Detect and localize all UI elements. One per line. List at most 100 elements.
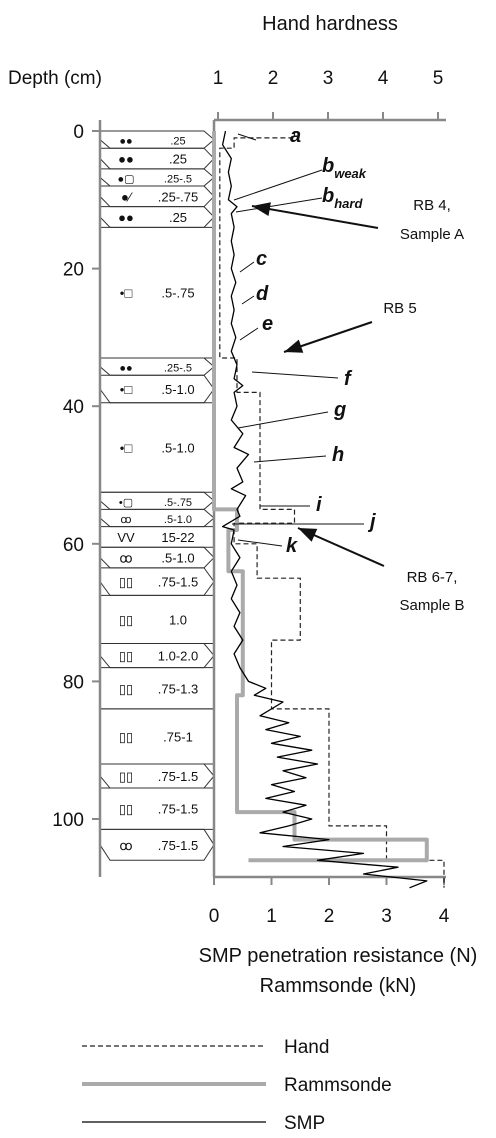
grain-shape-symbols: ●▢	[117, 173, 134, 185]
leader-line	[235, 197, 323, 213]
grain-shape-symbols: ●●	[119, 363, 132, 375]
bottom-tick-label: 3	[381, 906, 392, 927]
series-line-rammsonde	[212, 131, 429, 863]
grain-layer: VV 15-22	[100, 526, 214, 548]
annotation-letter: j	[367, 511, 376, 533]
grain-layer: ●● .25	[99, 130, 215, 149]
top-tick-label: 1	[213, 68, 224, 89]
grain-layer: ▯▯ .75-1.5	[100, 787, 214, 830]
grain-shape-symbols: ●●	[118, 152, 134, 167]
series-line-smp	[221, 130, 428, 889]
annotation-letter: f	[344, 368, 353, 390]
grain-shape-symbols: •▢	[119, 497, 133, 509]
top-tick-label: 2	[268, 68, 279, 89]
grain-size-label: .25	[169, 152, 187, 167]
grain-shape-symbols: ▯▯	[119, 612, 133, 627]
depth-tick-label: 40	[63, 397, 84, 418]
arrow-label: RB 4,	[413, 197, 451, 214]
grain-shape-symbols: •□	[120, 440, 133, 455]
leader-line	[253, 455, 327, 463]
annotation-letter: a	[290, 125, 301, 147]
grain-size-label: 1.0-2.0	[158, 649, 198, 664]
depth-tick-label: 100	[52, 810, 84, 831]
layer-outline	[99, 357, 215, 376]
bottom-tick-label: 4	[439, 906, 450, 927]
series-line-hand	[219, 131, 445, 888]
grain-layer: ꝏ .5-1.0	[99, 546, 215, 569]
grain-size-label: .75-1.5	[158, 802, 198, 817]
grain-layer: ●● .25	[99, 147, 215, 170]
arrow-head	[252, 202, 271, 216]
grain-layer: •▢ .5-.75	[99, 491, 215, 510]
leader-line	[233, 169, 323, 201]
grain-size-label: .75-1.5	[158, 838, 198, 853]
top-tick-label: 3	[323, 68, 334, 89]
layer-outline	[99, 147, 215, 170]
grain-size-label: .25-.5	[164, 363, 192, 375]
grain-size-label: .75-1	[163, 729, 193, 744]
annotation-i: i	[260, 494, 322, 516]
annotation-letter: bweak	[322, 155, 367, 181]
grain-size-label: .5-.75	[164, 497, 192, 509]
annotation-d: d	[241, 283, 269, 305]
leader-line	[237, 133, 257, 141]
leader-line	[237, 539, 283, 547]
grain-shape-symbols: ●●	[118, 210, 134, 225]
grain-size-label: .75-1.3	[158, 681, 198, 696]
grain-shape-symbols: VV	[117, 530, 135, 545]
leader-line	[239, 327, 259, 341]
annotation-letter: g	[333, 399, 346, 421]
depth-tick-label: 80	[63, 672, 84, 693]
grain-size-label: .25-.5	[164, 173, 192, 185]
annotation-letter: h	[332, 444, 344, 466]
grain-layer: •□ .5-1.0	[100, 402, 214, 493]
grain-size-label: .5-1.0	[161, 440, 194, 455]
annotation-j: j	[232, 511, 376, 533]
arrow-label-line2: Sample B	[399, 597, 464, 614]
grain-size-label: .75-1.5	[158, 575, 198, 590]
arrow-label: RB 5	[383, 300, 416, 317]
grain-shape-symbols: ▯▯	[119, 769, 133, 784]
bottom-axis-title: SMP penetration resistance (N)	[199, 945, 478, 967]
grain-size-label: 1.0	[169, 612, 187, 627]
bottom-tick-label: 1	[266, 906, 277, 927]
annotation-f: f	[251, 368, 353, 390]
grain-size-label: .25-.75	[158, 189, 198, 204]
depth-axis-title: Depth (cm)	[8, 68, 102, 89]
grain-layer: ▯▯ .75-1.5	[99, 567, 215, 596]
grain-layer: •□ .5-.75	[100, 226, 214, 359]
layer-outline	[99, 130, 215, 149]
legend-label: SMP	[284, 1113, 325, 1134]
sample-arrow: RB 4, Sample A	[251, 197, 464, 243]
annotation-letter: k	[286, 535, 298, 557]
annotation-a: a	[237, 125, 301, 147]
legend: Hand Rammsonde SMP	[82, 1037, 392, 1134]
depth-tick-label: 60	[63, 535, 84, 556]
grain-layer: ꝏ .75-1.5	[99, 828, 215, 861]
grain-layer: •□ .5-1.0	[99, 374, 215, 404]
legend-entry: SMP	[82, 1113, 325, 1134]
grain-shape-symbols: ▯▯	[119, 681, 133, 696]
profile-series	[212, 130, 445, 889]
depth-tick-label: 20	[63, 260, 84, 281]
bottom-tick-label: 0	[209, 906, 220, 927]
leader-line	[237, 411, 329, 429]
layer-outline	[99, 374, 215, 404]
grain-layer: ▯▯ .75-1.5	[99, 763, 215, 789]
grain-shape-symbols: ꝏ	[120, 514, 131, 526]
bottom-axis-subtitle: Rammsonde (kN)	[260, 975, 417, 997]
annotation-bhard: bhard	[235, 185, 363, 213]
legend-label: Hand	[284, 1037, 329, 1058]
leader-line	[241, 295, 255, 305]
bottom-tick-label: 2	[324, 906, 335, 927]
grain-size-label: 15-22	[161, 530, 194, 545]
grain-shape-symbols: ●●	[119, 136, 132, 148]
grain-size-label: .25	[170, 136, 185, 148]
sample-arrow: RB 6-7, Sample B	[297, 527, 465, 614]
grain-size-label: .25	[169, 210, 187, 225]
top-tick-label: 5	[433, 68, 444, 89]
annotation-letter: i	[316, 494, 322, 516]
grain-shape-symbols: ▯▯	[119, 729, 133, 744]
